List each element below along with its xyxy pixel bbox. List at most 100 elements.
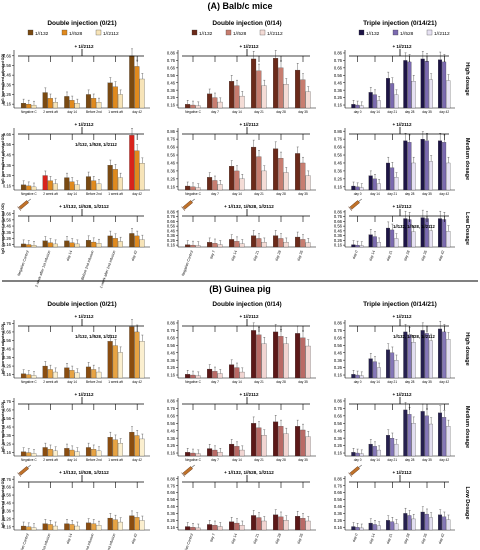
bar-1132-0 (351, 452, 356, 457)
significance-annotation: + 1//2112 (392, 392, 411, 397)
bar-1132-3 (85, 447, 91, 457)
y-tick-label: 0.46 (3, 425, 12, 430)
syringe-plunger (17, 206, 22, 211)
y-tick-label: 0.66 (3, 132, 12, 137)
legend-swatch (259, 29, 266, 36)
x-tick-label: day 28 (405, 380, 415, 384)
y-tick-label: 0.86 (167, 129, 176, 134)
bar-12112-0 (31, 375, 37, 379)
section-b-title: (B) Guinea pig (209, 284, 271, 294)
bar-12112-4 (428, 517, 433, 531)
significance-annotation-secondary: 1//132, 1//528, 1//2112 (75, 334, 117, 339)
bar-12112-1 (52, 450, 58, 457)
bar-1132-2 (386, 349, 390, 379)
bar-1528-2 (234, 446, 240, 457)
bar-1132-3 (85, 522, 91, 531)
y-tick-label: 0.66 (334, 219, 343, 224)
bar-1528-4 (112, 238, 118, 248)
y-tick-label: 0.26 (334, 365, 343, 370)
bar-12112-0 (195, 187, 201, 191)
bar-1528-4 (278, 238, 284, 248)
x-tick-label: day 28 (276, 192, 286, 196)
dosage-label: High dosage (464, 62, 470, 96)
bar-1132-5 (438, 412, 442, 457)
bar-12112-1 (376, 525, 381, 531)
y-tick-label: 0.76 (167, 137, 176, 142)
bar-1132-5 (129, 515, 135, 531)
y-tick-label: 0.66 (3, 53, 12, 58)
y-tick-label: 0.16 (167, 373, 176, 378)
y-tick-label: 0.76 (334, 214, 343, 219)
legend-swatch (392, 29, 399, 36)
chart-panel-A-d014-med: 0.16 0.26 0.36 0.46 0.56 0.66 0.76 0.86 Negative… (167, 122, 316, 196)
bar-1132-2 (229, 364, 235, 379)
y-tick-label: 0.16 (334, 373, 343, 378)
y-tick-label: 0.76 (334, 328, 343, 333)
chart-panel-A-tri-high: 0.16 0.26 0.36 0.46 0.56 0.66 0.76 0.86 day 0 day… (334, 20, 470, 114)
bar-12112-2 (74, 451, 80, 457)
y-tick-label: 0.86 (167, 476, 176, 481)
bar-1528-1 (47, 98, 53, 109)
legend-label: 1//528 (400, 31, 414, 37)
y-tick-label: 0.36 (334, 233, 343, 238)
bar-12112-5 (446, 162, 451, 191)
bar-12112-4 (117, 443, 123, 457)
x-tick-label: day 14 (232, 192, 242, 196)
x-tick-label: day 0 (354, 192, 362, 196)
significance-annotation-secondary: 1//132, 1//528, 1//2112 (393, 334, 435, 339)
bar-12112-2 (394, 238, 399, 248)
legend-swatch (358, 29, 365, 36)
bar-1132-4 (273, 58, 279, 109)
x-tick-label: day 35 (298, 110, 308, 114)
x-tick-label: day 14 (67, 192, 77, 196)
bar-1132-1 (207, 242, 213, 248)
bar-12112-0 (195, 245, 201, 248)
syringe-needle (358, 198, 362, 202)
bar-1132-4 (273, 148, 279, 191)
y-tick-label: 0.36 (334, 358, 343, 363)
syringe-plunger (348, 472, 353, 477)
bar-1528-2 (234, 241, 240, 248)
bar-1132-1 (207, 368, 213, 379)
bar-1132-1 (42, 92, 48, 109)
bar-1132-2 (386, 78, 390, 109)
bar-1528-3 (91, 449, 97, 457)
bar-1528-0 (190, 104, 196, 109)
significance-annotation: + 1//2112 (239, 122, 258, 127)
y-tick-label: 0.26 (3, 516, 12, 521)
y-axis-label: IgG (normalized adjusted OD) (1, 401, 5, 452)
x-tick-label: Before 2nd (86, 380, 102, 384)
bar-1528-1 (212, 180, 218, 191)
y-tick-label: 0.26 (167, 365, 176, 370)
y-tick-label: 0.36 (3, 509, 12, 514)
y-tick-label: 0.26 (167, 176, 176, 181)
bar-1132-2 (386, 227, 390, 248)
bar-12112-3 (411, 423, 416, 457)
y-tick-label: 0.56 (3, 338, 12, 343)
bar-1528-4 (278, 516, 284, 531)
bar-1132-0 (351, 374, 356, 379)
bar-12112-0 (31, 104, 37, 109)
bar-1528-2 (390, 521, 395, 531)
chart-panel-A-d021-med: 0.16 0.26 0.36 0.46 0.56 0.66 Negative C 2 week… (1, 122, 150, 196)
bar-1528-4 (112, 519, 118, 531)
x-tick-label: day 42 (132, 192, 142, 196)
significance-annotation: + 1//2112 (392, 122, 411, 127)
chart-panel-B-d014-high: 0.16 0.26 0.36 0.46 0.56 0.66 0.76 0.86 Negative… (167, 301, 316, 384)
bar-1528-2 (69, 181, 75, 191)
bar-12112-5 (446, 426, 451, 457)
x-tick-label: day 14 (370, 458, 380, 462)
bar-1132-1 (368, 443, 373, 457)
x-tick-label: 1 week after 2nd infusion (99, 533, 116, 550)
bar-1528-2 (390, 229, 395, 248)
bar-1528-4 (424, 415, 429, 457)
y-tick-label: 0.26 (3, 236, 12, 241)
bar-12112-3 (261, 343, 267, 379)
bar-1132-3 (251, 423, 257, 457)
bar-1132-1 (42, 240, 48, 248)
bar-1528-1 (47, 242, 53, 248)
bar-12112-4 (283, 520, 289, 531)
y-tick-label: 0.16 (3, 450, 12, 455)
syringe-icon (17, 198, 31, 211)
